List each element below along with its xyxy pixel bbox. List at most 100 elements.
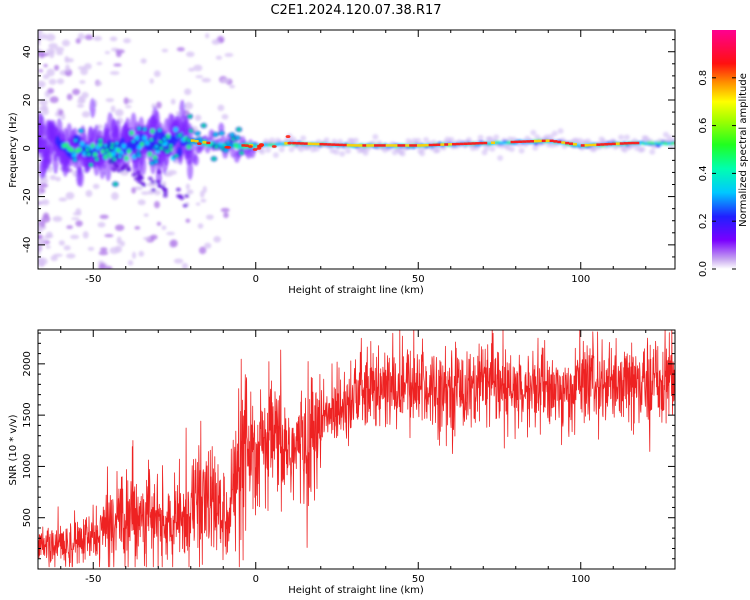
heatmap-cell	[533, 139, 538, 143]
heatmap-cell	[153, 110, 160, 131]
heatmap-cell	[195, 131, 199, 135]
heatmap-cell	[60, 113, 66, 120]
heatmap-cell	[38, 224, 42, 230]
heatmap-cell	[541, 139, 546, 143]
heatmap-cell	[66, 225, 73, 230]
heatmap-cell	[333, 149, 340, 155]
heatmap-cell	[131, 140, 135, 143]
heatmap-cell	[415, 137, 422, 144]
heatmap-cell	[313, 145, 320, 152]
heatmap-cell	[514, 140, 519, 144]
heatmap-cell	[197, 223, 204, 229]
heatmap-cell	[510, 140, 515, 144]
snr-ytick-label: 500	[22, 508, 33, 527]
heatmap-cell	[205, 33, 210, 39]
heatmap-cell	[82, 231, 89, 239]
heatmap-cell	[92, 183, 100, 189]
heatmap-cell	[42, 212, 50, 219]
heatmap-cell	[112, 157, 117, 161]
heatmap-cell	[194, 114, 202, 121]
heatmap-cell	[116, 51, 122, 58]
heatmap-cell	[200, 198, 207, 203]
colorbar-strip	[712, 30, 736, 269]
heatmap-cell	[185, 218, 191, 223]
heatmap-cell	[38, 200, 45, 205]
heatmap-cell	[187, 160, 194, 180]
heatmap-cell	[345, 148, 352, 154]
heatmap-cell	[475, 142, 480, 145]
heatmap-cell	[339, 151, 346, 157]
heatmap-cell	[497, 155, 504, 161]
heatmap-cell	[156, 221, 162, 226]
heatmap-cell	[98, 263, 106, 269]
heatmap-cell	[428, 143, 433, 147]
heatmap-cell	[154, 145, 159, 148]
heatmap-cell	[103, 154, 108, 160]
heatmap-cell	[53, 253, 63, 257]
heatmap-cell	[45, 245, 51, 249]
heatmap-cell	[436, 143, 441, 147]
heatmap-cell	[405, 144, 410, 147]
heatmap-cell	[213, 133, 217, 136]
heatmap-cell	[115, 108, 124, 117]
heatmap-cell	[537, 139, 542, 143]
heatmap-cell	[465, 137, 472, 143]
heatmap-cell	[393, 144, 398, 147]
heatmap-cell	[346, 143, 351, 147]
heatmap-cell	[70, 234, 80, 240]
heatmap-cell	[109, 71, 120, 76]
heatmap-cell	[121, 143, 127, 149]
heatmap-cell	[170, 98, 176, 105]
heatmap-cell	[258, 144, 263, 148]
heatmap-cell	[319, 142, 324, 146]
heatmap-cell	[111, 192, 119, 201]
heatmap-cell	[416, 144, 421, 147]
heatmap-cell	[54, 64, 60, 71]
heatmap-cell	[545, 139, 550, 142]
heatmap-cell	[73, 158, 77, 162]
heatmap-cell	[96, 81, 102, 86]
heatmap-cell	[137, 199, 146, 206]
heatmap-cell	[493, 134, 500, 141]
snr-xtick-label: 100	[571, 574, 590, 585]
heatmap-cell	[580, 144, 585, 147]
heatmap-cell	[66, 93, 73, 101]
heatmap-cell	[118, 155, 122, 158]
heatmap-cell	[489, 146, 496, 152]
snr-ytick-label: 1000	[22, 454, 33, 479]
heatmap-cell	[161, 187, 167, 192]
heatmap-cell	[113, 182, 118, 186]
snr-frame	[37, 329, 676, 570]
heatmap-cell	[226, 141, 230, 145]
heatmap-cell	[153, 200, 160, 209]
heatmap-cell	[212, 157, 216, 161]
heatmap-cell	[530, 129, 537, 136]
heatmap-cell	[77, 33, 85, 40]
heatmap-cell	[87, 153, 91, 156]
heatmap-cell	[52, 216, 63, 222]
heatmap-cell	[120, 167, 126, 172]
heatmap-cell	[600, 143, 605, 146]
heatmap-cell	[592, 143, 597, 147]
heatmap-hot-core	[190, 135, 675, 151]
colorbar-label: Normalized spectral amplitude	[738, 73, 749, 227]
heatmap-cell	[69, 147, 75, 153]
heatmap-cell	[549, 139, 554, 143]
heatmap-cell	[99, 214, 109, 220]
heatmap-cell	[372, 134, 379, 140]
heatmap-cell	[137, 174, 143, 179]
heatmap-blobs	[38, 30, 675, 269]
heatmap-cell	[93, 35, 103, 42]
heatmap-cell	[65, 64, 70, 73]
heatmap-cell	[84, 34, 94, 41]
heatmap-cell	[75, 38, 81, 44]
heatmap-cell	[153, 70, 161, 78]
heatmap-cell	[79, 129, 83, 133]
heatmap-cell	[611, 142, 616, 146]
snr-xtick-label: 0	[253, 574, 259, 585]
heatmap-cell	[76, 103, 85, 108]
heatmap-cell	[584, 143, 589, 147]
heatmap-cell	[315, 142, 320, 146]
heatmap-cell	[95, 157, 99, 161]
heatmap-cell	[211, 39, 221, 45]
